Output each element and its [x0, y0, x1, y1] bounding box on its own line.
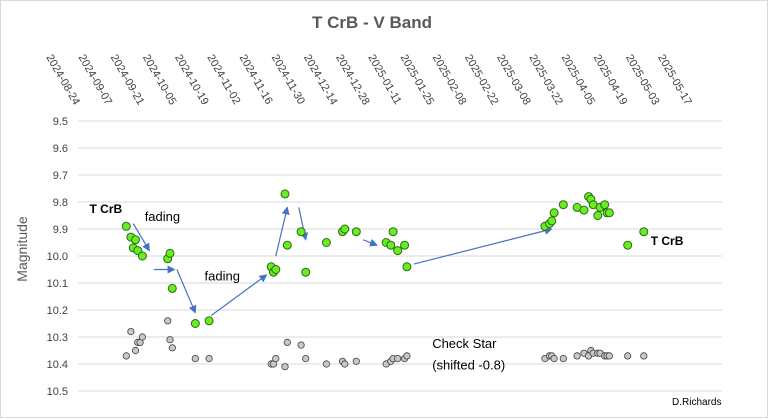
- check-star-point-25: [394, 354, 402, 363]
- annotation-label-3: T CrB: [651, 234, 684, 248]
- tcrb-point-7: [165, 248, 175, 258]
- tcrb-point-3: [131, 235, 140, 245]
- annotation-label-0: T CrB: [90, 202, 123, 216]
- check-star-point-31: [550, 354, 558, 363]
- tcrb-point-31: [549, 208, 559, 218]
- check-star-point-13: [272, 354, 280, 363]
- check-star-point-17: [302, 354, 310, 363]
- tcrb-point-23: [386, 240, 396, 250]
- y-tick-label-0: 9.5: [53, 116, 68, 128]
- chart-title: T CrB - V Band: [312, 13, 432, 32]
- annotations: T CrB fading fading T CrB Check Star (shifted…: [90, 202, 684, 373]
- tcrb-point-42: [604, 208, 614, 218]
- gridlines: [78, 120, 722, 392]
- check-star-point-0: [122, 352, 130, 360]
- check-star-point-44: [640, 352, 648, 360]
- check-star-point-20: [341, 360, 349, 368]
- series-check-star: [122, 317, 648, 371]
- credit-label: D.Richards: [672, 397, 721, 408]
- tcrb-point-18: [321, 238, 331, 247]
- annotation-label-4: Check Star: [432, 336, 497, 351]
- tcrb-point-21: [351, 227, 361, 237]
- tcrb-point-26: [400, 240, 410, 250]
- check-star-point-1: [127, 327, 135, 336]
- y-tick-label-3: 9.8: [53, 197, 68, 209]
- y-tick-label-8: 10.3: [47, 332, 68, 344]
- series-tcrb: [121, 189, 649, 328]
- tcrb-point-5: [137, 251, 147, 261]
- check-star-point-5: [138, 333, 146, 341]
- check-star-point-7: [166, 336, 174, 344]
- check-star-point-8: [168, 344, 176, 352]
- tcrb-point-20: [340, 224, 350, 234]
- y-tick-label-4: 9.9: [53, 224, 68, 236]
- tcrb-point-43: [623, 240, 633, 250]
- tcrb-point-38: [593, 211, 603, 220]
- tcrb-point-30: [547, 216, 557, 226]
- y-axis-tick-labels: 9.5 9.6 9.7 9.8 9.9 10.0 10.1 10.2 10.3 10.4 10.5: [47, 116, 68, 398]
- annotation-arrow-0: [132, 223, 150, 252]
- y-tick-label-5: 10.0: [47, 251, 68, 263]
- check-star-point-32: [559, 354, 567, 363]
- data-series: [121, 189, 649, 371]
- tcrb-point-14: [280, 189, 290, 199]
- check-star-point-9: [191, 354, 199, 363]
- tcrb-point-16: [296, 227, 306, 237]
- y-tick-label-1: 9.6: [53, 143, 68, 155]
- tcrb-point-0: [121, 221, 131, 231]
- tcrb-point-34: [579, 205, 589, 215]
- tcrb-point-32: [558, 200, 568, 210]
- check-star-point-15: [283, 338, 291, 346]
- annotation-arrow-6: [362, 238, 378, 247]
- annotation-arrow-2: [176, 269, 197, 314]
- tcrb-point-25: [393, 246, 403, 256]
- annotation-label-5: (shifted -0.8): [432, 357, 505, 372]
- tcrb-point-40: [600, 200, 610, 210]
- check-star-point-18: [322, 360, 330, 368]
- check-star-point-21: [352, 357, 360, 365]
- y-tick-label-6: 10.1: [47, 278, 68, 290]
- y-tick-label-10: 10.5: [47, 386, 68, 398]
- annotation-label-1: fading: [145, 209, 180, 224]
- annotation-arrows: [132, 206, 553, 316]
- tcrb-point-10: [204, 316, 214, 326]
- check-star-point-6: [164, 317, 172, 325]
- tcrb-point-15: [282, 240, 292, 250]
- annotation-arrow-4: [275, 206, 290, 257]
- y-tick-label-9: 10.4: [47, 359, 68, 371]
- check-star-point-10: [205, 354, 213, 363]
- tcrb-point-17: [301, 267, 311, 277]
- y-axis-label: Magnitude: [14, 216, 30, 282]
- check-star-point-42: [605, 352, 613, 360]
- tcrb-point-24: [388, 227, 398, 237]
- y-tick-label-2: 9.7: [53, 170, 68, 182]
- check-star-point-33: [573, 352, 581, 360]
- tcrb-point-8: [167, 283, 177, 293]
- annotation-arrow-3: [211, 274, 268, 316]
- annotation-arrow-7: [413, 226, 553, 265]
- check-star-point-27: [403, 352, 411, 360]
- tcrb-point-44: [639, 227, 649, 237]
- tcrb-point-9: [190, 319, 200, 328]
- check-star-point-43: [624, 352, 632, 360]
- tcrb-point-13: [271, 265, 281, 274]
- annotation-label-2: fading: [205, 268, 240, 283]
- y-tick-label-7: 10.2: [47, 305, 68, 317]
- check-star-point-14: [281, 363, 289, 371]
- check-star-point-2: [131, 346, 140, 355]
- check-star-point-16: [297, 341, 305, 349]
- tcrb-point-27: [402, 262, 412, 272]
